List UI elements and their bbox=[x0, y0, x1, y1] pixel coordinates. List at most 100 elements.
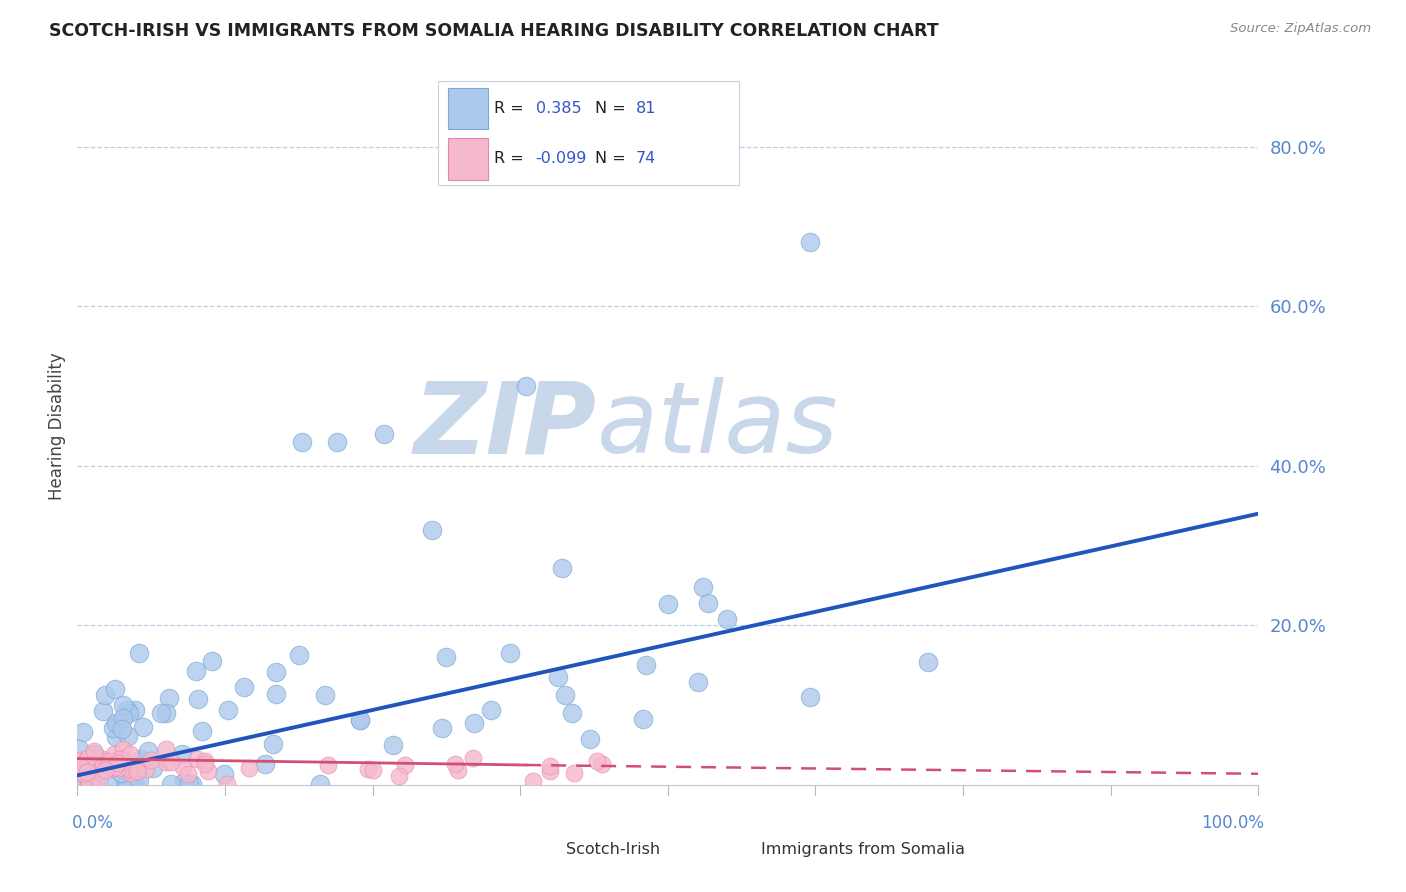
Point bbox=[76, 760, 98, 774]
Point bbox=[550, 561, 572, 575]
Text: 0.385: 0.385 bbox=[536, 101, 581, 116]
Point bbox=[217, 703, 239, 717]
Text: Scotch-Irish: Scotch-Irish bbox=[567, 842, 661, 857]
Text: R =: R = bbox=[495, 101, 524, 116]
Point bbox=[538, 764, 561, 778]
Text: R =: R = bbox=[495, 152, 524, 166]
Point bbox=[447, 763, 470, 777]
Point bbox=[67, 764, 90, 779]
FancyBboxPatch shape bbox=[449, 87, 488, 129]
Point bbox=[561, 706, 583, 721]
Point bbox=[430, 722, 453, 736]
Point bbox=[101, 761, 124, 775]
Point bbox=[104, 730, 127, 744]
Point bbox=[187, 692, 209, 706]
Point bbox=[136, 744, 159, 758]
Point bbox=[117, 730, 139, 744]
Point bbox=[120, 760, 142, 774]
Point bbox=[160, 777, 183, 791]
Point bbox=[91, 704, 114, 718]
Point bbox=[108, 752, 131, 766]
Point bbox=[461, 751, 484, 765]
Point bbox=[129, 752, 152, 766]
Point bbox=[89, 751, 111, 765]
Point bbox=[176, 767, 198, 781]
Point bbox=[436, 650, 458, 665]
Point bbox=[132, 720, 155, 734]
Point bbox=[67, 754, 90, 768]
Point bbox=[155, 755, 177, 769]
Point bbox=[77, 757, 100, 772]
Point bbox=[562, 766, 585, 780]
Text: -0.099: -0.099 bbox=[536, 152, 586, 166]
Point bbox=[67, 742, 90, 756]
Point bbox=[122, 777, 145, 791]
Point bbox=[799, 690, 821, 704]
Point bbox=[94, 763, 117, 777]
Point bbox=[799, 235, 821, 250]
Point bbox=[135, 762, 157, 776]
Point bbox=[692, 580, 714, 594]
Point bbox=[124, 777, 146, 791]
Point bbox=[326, 434, 349, 449]
Point bbox=[83, 743, 105, 757]
Point bbox=[79, 753, 101, 767]
Point bbox=[107, 762, 129, 776]
Text: atlas: atlas bbox=[598, 377, 838, 475]
Point bbox=[515, 379, 537, 393]
Point bbox=[77, 775, 100, 789]
Point bbox=[128, 759, 150, 773]
Point bbox=[357, 762, 380, 776]
Text: 81: 81 bbox=[636, 101, 657, 116]
Point bbox=[373, 426, 395, 441]
Point bbox=[69, 753, 91, 767]
Point bbox=[172, 747, 194, 762]
Text: N =: N = bbox=[595, 101, 626, 116]
Point bbox=[173, 775, 195, 789]
FancyBboxPatch shape bbox=[437, 81, 738, 186]
Point bbox=[120, 765, 142, 780]
Point bbox=[291, 434, 314, 449]
Point bbox=[93, 754, 115, 768]
Point bbox=[76, 752, 98, 766]
Point bbox=[349, 714, 371, 728]
FancyBboxPatch shape bbox=[718, 835, 749, 864]
Point bbox=[155, 741, 177, 756]
Point bbox=[111, 722, 134, 736]
Point bbox=[76, 772, 98, 787]
Point bbox=[98, 754, 121, 768]
Point bbox=[100, 761, 122, 775]
Point bbox=[115, 754, 138, 768]
Point bbox=[110, 766, 132, 780]
Point bbox=[631, 712, 654, 726]
Point bbox=[554, 688, 576, 702]
Point bbox=[420, 523, 443, 537]
Point bbox=[69, 755, 91, 769]
Point bbox=[112, 710, 135, 724]
Point bbox=[73, 777, 96, 791]
Point bbox=[697, 596, 720, 610]
Point bbox=[103, 747, 125, 761]
Point bbox=[388, 769, 411, 783]
Point bbox=[67, 758, 90, 772]
Point bbox=[84, 777, 107, 791]
Point bbox=[254, 757, 277, 772]
Text: 74: 74 bbox=[636, 152, 657, 166]
Point bbox=[361, 764, 384, 778]
Point bbox=[186, 752, 208, 766]
FancyBboxPatch shape bbox=[449, 138, 488, 179]
Point bbox=[82, 750, 104, 764]
Point bbox=[76, 751, 98, 765]
Point bbox=[155, 706, 177, 720]
Point bbox=[262, 738, 284, 752]
Point bbox=[80, 752, 103, 766]
Point bbox=[197, 764, 219, 778]
Point bbox=[70, 760, 93, 774]
Point bbox=[264, 687, 287, 701]
Point bbox=[91, 761, 114, 775]
Point bbox=[139, 754, 162, 768]
Point bbox=[444, 757, 467, 772]
Point bbox=[118, 747, 141, 761]
Y-axis label: Hearing Disability: Hearing Disability bbox=[48, 352, 66, 500]
Point bbox=[86, 751, 108, 765]
